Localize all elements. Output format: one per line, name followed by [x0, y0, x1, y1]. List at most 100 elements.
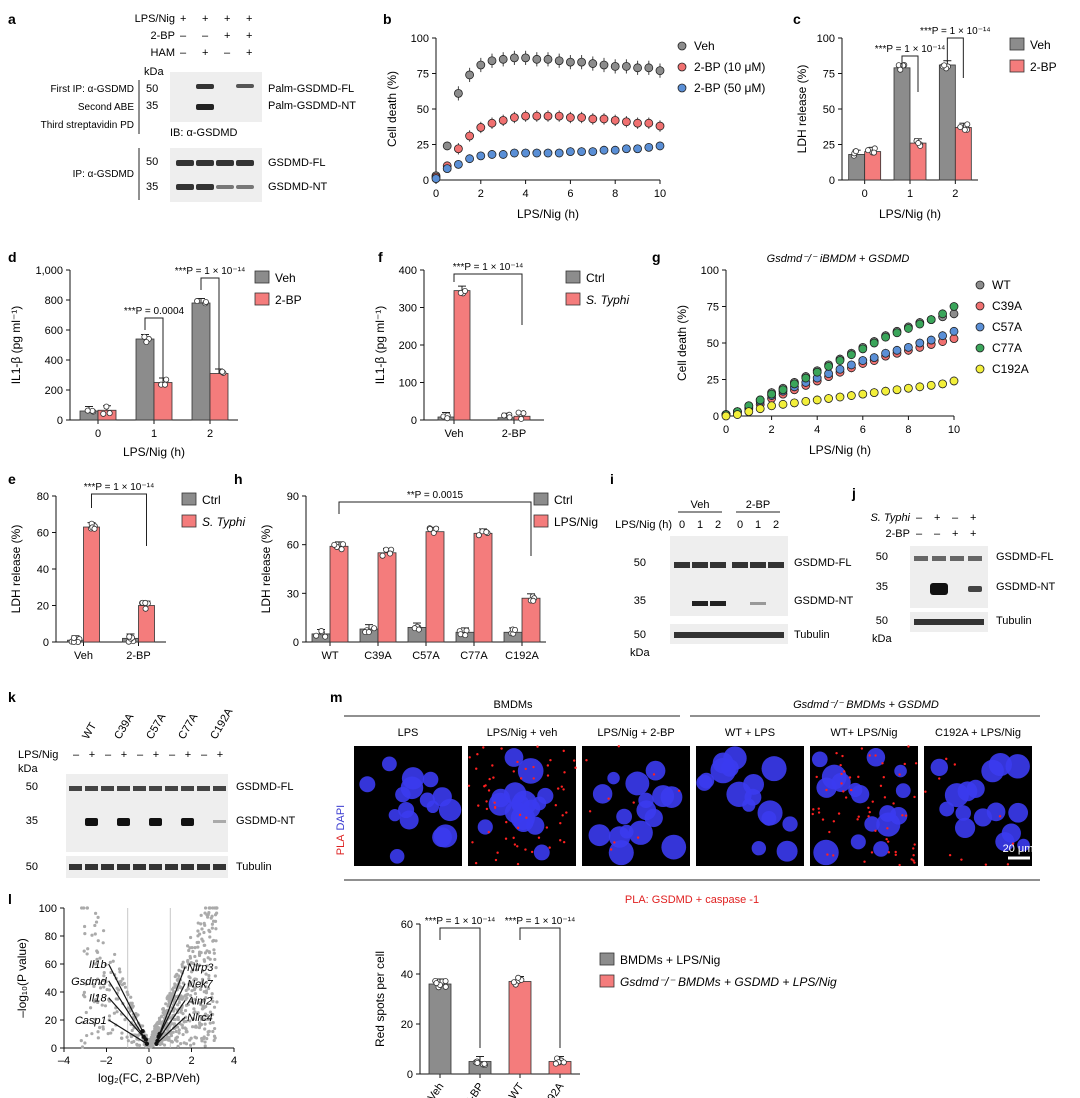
legend-label: Ctrl [586, 271, 605, 285]
gene-point [184, 1027, 188, 1031]
significance-label: ***P = 1 × 10⁻¹⁴ [84, 482, 155, 493]
gene-point [96, 915, 100, 920]
band [768, 562, 784, 568]
gene-point [203, 1027, 207, 1031]
pla-spot [842, 770, 846, 773]
pla-spot [1011, 842, 1015, 845]
band [117, 818, 130, 826]
nucleus [389, 849, 405, 864]
bar-LPS/Nig-WT [329, 545, 349, 643]
nucleus [533, 844, 550, 861]
sign: + [217, 749, 223, 761]
gene-point [102, 985, 106, 989]
gene-point [206, 1033, 210, 1037]
bar-Veh-2 [191, 302, 211, 421]
gene-point [211, 939, 215, 943]
data-point-C39A [949, 334, 959, 344]
replicate-dot [84, 407, 91, 414]
gene-point [186, 992, 190, 996]
data-point-C77A [778, 385, 788, 395]
data-point-2-BP (10 μM) [610, 115, 620, 125]
band [710, 601, 726, 606]
replicate-dot [433, 525, 440, 532]
legend-swatch [533, 492, 549, 506]
data-point-C77A [915, 319, 925, 329]
mw-marker: 50 [146, 156, 158, 168]
y-tick-label: 0 [293, 637, 299, 649]
panel-i: i Veh 2-BP LPS/Nig (h) 0 1 2 0 1 2 50 35… [610, 471, 854, 659]
band-label: Tubulin [236, 861, 272, 873]
mw-marker: 35 [876, 581, 888, 593]
replicate-dot [474, 1059, 481, 1066]
panel-letter-e: e [8, 471, 16, 487]
data-point-Veh [566, 57, 575, 67]
panel-a: a LPS/Nig 2-BP HAM + + + + – – + + – + –… [8, 11, 356, 202]
data-point-2-BP (10 μM) [532, 111, 542, 121]
replicate-dot [379, 552, 386, 559]
x-axis-label: LPS/Nig (h) [517, 207, 579, 221]
gene-point [188, 1043, 193, 1047]
gene-point [192, 1042, 196, 1046]
sign: + [121, 749, 127, 761]
x-tick-label: 6 [567, 188, 573, 200]
data-point-C192A [755, 404, 765, 414]
pla-spot [885, 837, 888, 841]
nucleus [644, 808, 663, 828]
panel-letter-c: c [793, 11, 801, 27]
pla-spot [513, 843, 517, 846]
pla-spot [492, 776, 495, 779]
sign: – [105, 749, 112, 761]
x-tick-label: 2 [188, 1055, 194, 1067]
data-point-2-BP (10 μM) [476, 123, 486, 132]
sign: – [180, 47, 187, 59]
nucleus [388, 808, 402, 822]
gene-point [111, 959, 115, 963]
gene-point [181, 981, 185, 985]
gene-point [195, 940, 199, 945]
y-tick-label: 100 [39, 903, 57, 915]
nucleus [625, 771, 650, 796]
sign: – [137, 749, 144, 761]
pla-spot [613, 841, 616, 844]
pla-spot [468, 756, 471, 759]
data-point-2-BP (50 μM) [655, 141, 665, 151]
data-point-C192A [721, 411, 731, 421]
band [710, 562, 726, 568]
gene-point [126, 1006, 130, 1010]
bar-2-BP-1 [153, 382, 173, 421]
data-point-C77A [938, 309, 947, 319]
sign: + [952, 528, 958, 540]
gene-point [82, 924, 87, 929]
gene-point [165, 997, 169, 1001]
data-point-Veh [622, 62, 631, 71]
gene-point [107, 1014, 112, 1018]
sign: – [180, 30, 187, 42]
replicate-dot [442, 978, 449, 985]
data-point-2-BP (50 μM) [521, 148, 530, 158]
pla-spot [617, 745, 620, 748]
gene-point [202, 943, 206, 947]
gene-point [85, 906, 89, 910]
gene-point [135, 1043, 139, 1047]
y-tick-label: 40 [401, 969, 413, 981]
gene-point [186, 944, 190, 948]
band [85, 864, 98, 870]
y-tick-label: 25 [707, 375, 719, 387]
band [176, 160, 194, 166]
legend-label: C57A [992, 320, 1022, 334]
pla-spot [512, 770, 515, 773]
nucleus [592, 784, 613, 804]
data-point-Veh [465, 70, 475, 80]
y-axis-label: Red spots per cell [373, 951, 387, 1047]
pla-spot [516, 826, 520, 830]
gene-point [86, 947, 90, 951]
gene-point [187, 975, 191, 979]
gene-point [200, 1039, 204, 1043]
data-point-C77A [835, 356, 845, 365]
band [213, 864, 226, 870]
legend-label: 2-BP (10 μM) [694, 60, 765, 74]
gene-point [189, 998, 194, 1002]
legend-swatch [565, 270, 581, 284]
pla-spot [842, 790, 845, 793]
